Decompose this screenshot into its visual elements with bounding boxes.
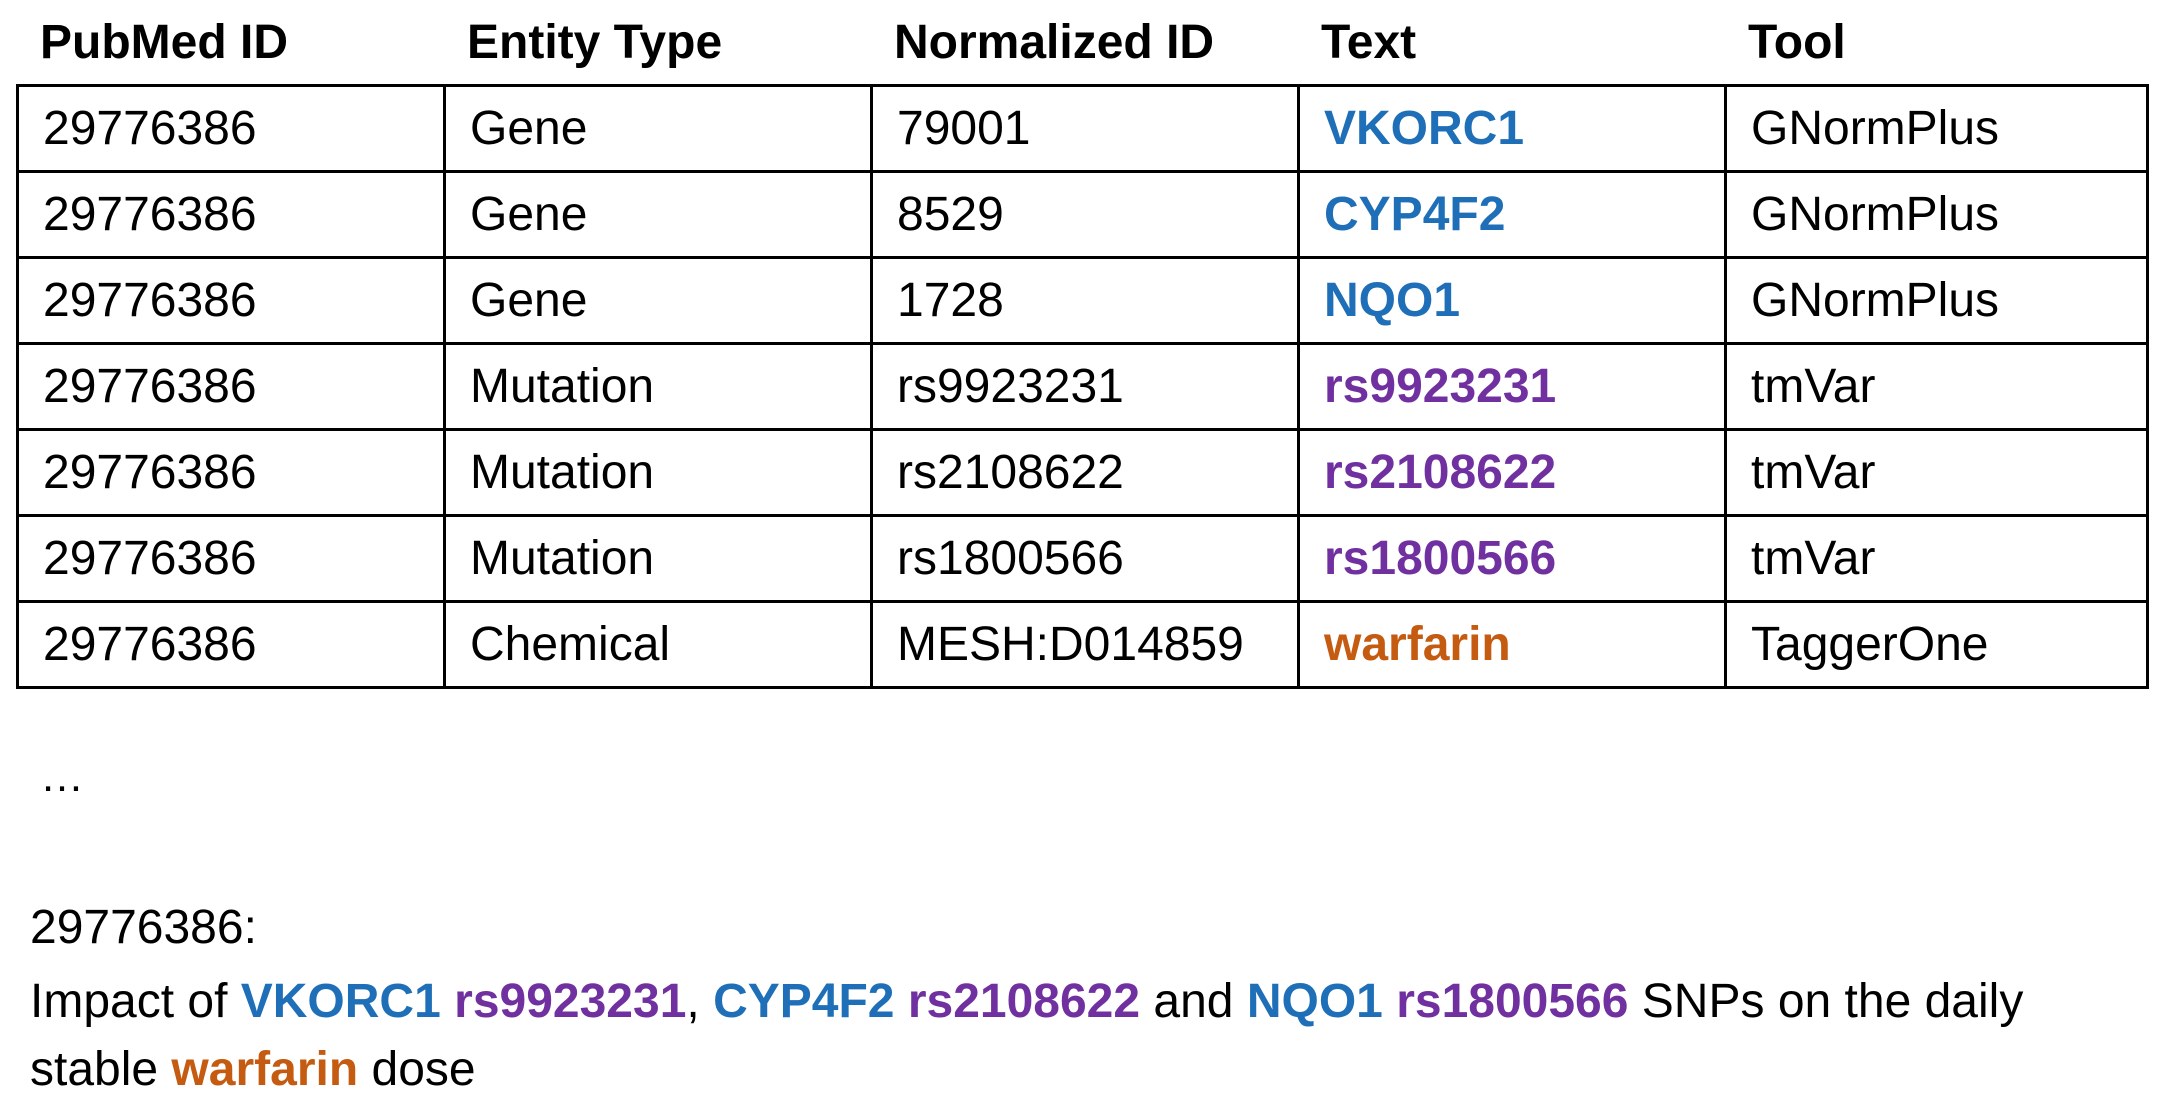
table-row: 29776386 Chemical MESH:D014859 warfarin …	[16, 600, 2149, 689]
caption-pubmed-id: 29776386:	[30, 901, 257, 954]
cell-text: rs1800566	[1297, 514, 1727, 603]
cell-entity-type: Gene	[443, 170, 873, 259]
caption-mutation: rs1800566	[1396, 975, 1629, 1028]
cell-text: rs9923231	[1297, 342, 1727, 431]
caption-chemical: warfarin	[171, 1043, 359, 1096]
cell-entity-type: Chemical	[443, 600, 873, 689]
cell-normalized-id: MESH:D014859	[870, 600, 1300, 689]
caption-segment: ,	[686, 975, 714, 1028]
cell-text: rs2108622	[1297, 428, 1727, 517]
header-entity-type: Entity Type	[467, 15, 723, 69]
caption-gene: VKORC1	[240, 975, 441, 1028]
cell-pubmed-id: 29776386	[16, 84, 446, 173]
caption-segment: SNPs on the daily stable	[30, 975, 2024, 1096]
caption-title: Impact of VKORC1 rs9923231, CYP4F2 rs210…	[30, 968, 2140, 1104]
header-pubmed-id: PubMed ID	[40, 15, 288, 69]
cell-entity-type: Mutation	[443, 514, 873, 603]
table-row: 29776386 Mutation rs9923231 rs9923231 tm…	[16, 342, 2149, 431]
cell-text: NQO1	[1297, 256, 1727, 345]
header-normalized-id: Normalized ID	[894, 15, 1215, 69]
cell-normalized-id: 8529	[870, 170, 1300, 259]
annotation-grid: 29776386 Gene 79001 VKORC1 GNormPlus 297…	[16, 84, 2149, 689]
cell-tool: tmVar	[1724, 514, 2149, 603]
annotation-table: PubMed ID Entity Type Normalized ID Text…	[16, 0, 2149, 689]
table-row: 29776386 Gene 1728 NQO1 GNormPlus	[16, 256, 2149, 345]
table-row: 29776386 Gene 8529 CYP4F2 GNormPlus	[16, 170, 2149, 259]
cell-entity-type: Gene	[443, 256, 873, 345]
table-header: PubMed ID Entity Type Normalized ID Text…	[16, 0, 2146, 84]
caption-segment: and	[1140, 975, 1247, 1028]
caption-segment: dose	[358, 1043, 476, 1096]
cell-normalized-id: rs1800566	[870, 514, 1300, 603]
caption-segment	[441, 975, 454, 1028]
header-tool: Tool	[1748, 15, 1846, 69]
caption-segment: Impact of	[30, 975, 241, 1028]
caption-segment	[1383, 975, 1396, 1028]
cell-pubmed-id: 29776386	[16, 600, 446, 689]
cell-tool: TaggerOne	[1724, 600, 2149, 689]
cell-entity-type: Mutation	[443, 428, 873, 517]
cell-pubmed-id: 29776386	[16, 256, 446, 345]
table-row: 29776386 Mutation rs1800566 rs1800566 tm…	[16, 514, 2149, 603]
cell-tool: tmVar	[1724, 342, 2149, 431]
caption-mutation: rs9923231	[454, 975, 687, 1028]
cell-normalized-id: 79001	[870, 84, 1300, 173]
caption-segment	[894, 975, 907, 1028]
cell-normalized-id: rs2108622	[870, 428, 1300, 517]
cell-tool: GNormPlus	[1724, 256, 2149, 345]
cell-text: CYP4F2	[1297, 170, 1727, 259]
cell-entity-type: Gene	[443, 84, 873, 173]
caption-gene: CYP4F2	[713, 975, 895, 1028]
cell-pubmed-id: 29776386	[16, 342, 446, 431]
cell-entity-type: Mutation	[443, 342, 873, 431]
cell-text: VKORC1	[1297, 84, 1727, 173]
cell-normalized-id: 1728	[870, 256, 1300, 345]
cell-text: warfarin	[1297, 600, 1727, 689]
cell-tool: GNormPlus	[1724, 170, 2149, 259]
cell-pubmed-id: 29776386	[16, 428, 446, 517]
cell-pubmed-id: 29776386	[16, 170, 446, 259]
cell-tool: tmVar	[1724, 428, 2149, 517]
caption-gene: NQO1	[1246, 975, 1383, 1028]
caption-mutation: rs2108622	[907, 975, 1141, 1028]
table-row: 29776386 Mutation rs2108622 rs2108622 tm…	[16, 428, 2149, 517]
header-text: Text	[1321, 15, 1417, 69]
cell-normalized-id: rs9923231	[870, 342, 1300, 431]
cell-pubmed-id: 29776386	[16, 514, 446, 603]
table-row: 29776386 Gene 79001 VKORC1 GNormPlus	[16, 84, 2149, 173]
ellipsis: …	[40, 752, 84, 801]
cell-tool: GNormPlus	[1724, 84, 2149, 173]
